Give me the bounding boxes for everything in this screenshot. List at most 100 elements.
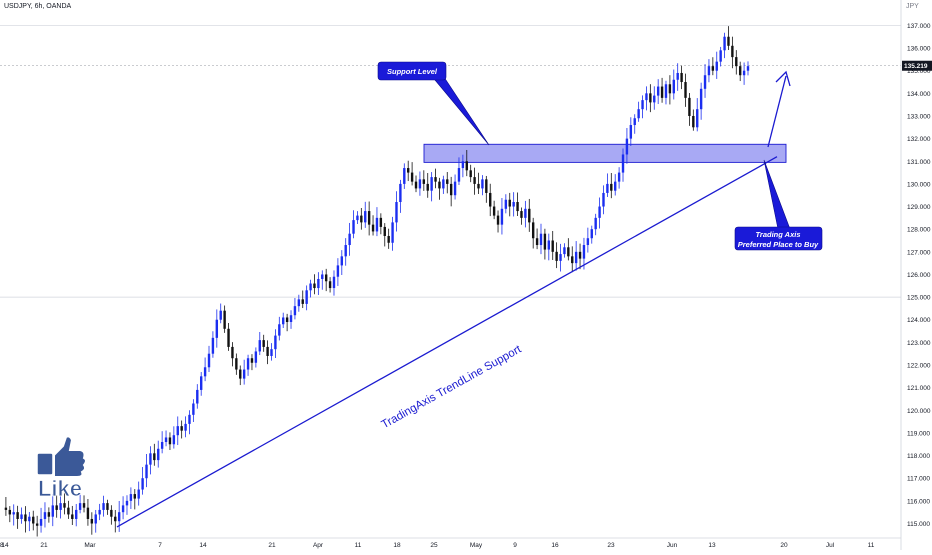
- candle-body: [711, 66, 715, 71]
- like-badge[interactable]: Like: [36, 435, 87, 501]
- x-tick-label: 20: [780, 542, 788, 549]
- y-tick-label: 120.000: [907, 408, 931, 415]
- candle-body: [352, 220, 355, 234]
- y-tick-label: 115.000: [907, 521, 930, 528]
- candle-body: [535, 238, 539, 246]
- candle-body: [32, 516, 35, 524]
- candle-body: [543, 233, 547, 250]
- candle-body: [121, 505, 125, 513]
- candle-body: [625, 138, 629, 155]
- candle-body: [528, 208, 531, 223]
- thumbs-up-icon: [53, 435, 87, 478]
- candle-body: [473, 177, 476, 184]
- candle-body: [324, 274, 328, 282]
- candle-body: [289, 315, 293, 323]
- candle-body: [157, 448, 160, 461]
- support-zone: [423, 143, 787, 163]
- candle-body: [520, 211, 523, 218]
- candle-body: [699, 88, 703, 110]
- y-tick-label: 119.000: [907, 430, 930, 437]
- candle-body: [137, 489, 140, 499]
- candle-body: [207, 353, 211, 368]
- candle-body: [278, 324, 281, 336]
- candle-body: [649, 93, 652, 103]
- candle-body: [180, 426, 183, 431]
- candle-body: [106, 503, 109, 510]
- candle-body: [610, 183, 613, 191]
- candle-body: [129, 494, 133, 501]
- candle-body: [94, 514, 97, 524]
- candle-body: [266, 346, 269, 356]
- trading-axis-callout-box: [734, 226, 823, 251]
- candle-body: [586, 238, 590, 246]
- x-tick-label: 23: [607, 542, 615, 549]
- candle-body: [172, 435, 176, 445]
- y-tick-label: 137.000: [907, 23, 931, 30]
- x-tick-label: 9: [513, 542, 517, 549]
- candle-body: [282, 317, 285, 325]
- candle-body: [28, 516, 31, 522]
- candle-body: [293, 306, 297, 316]
- candle-body: [239, 369, 242, 379]
- x-tick-label: 16: [551, 542, 559, 549]
- x-tick-label: 14: [1, 542, 9, 549]
- last-price-label: 135.219: [904, 63, 928, 70]
- candle-body: [422, 179, 426, 184]
- candle-body: [387, 235, 390, 243]
- y-tick-label: 130.000: [907, 181, 931, 188]
- candle-body: [12, 512, 15, 515]
- candle-body: [469, 170, 472, 178]
- candle-body: [55, 505, 58, 510]
- candle-body: [219, 310, 222, 320]
- candle-body: [211, 337, 215, 354]
- candle-body: [688, 97, 691, 116]
- candle-body: [621, 154, 625, 173]
- trading-axis-callout-pointer: [763, 159, 791, 230]
- x-tick-label: 7: [158, 542, 162, 549]
- candle-body: [633, 118, 636, 126]
- like-label: Like: [38, 476, 82, 501]
- candle-body: [578, 251, 582, 259]
- candle-body: [645, 93, 648, 101]
- candle-body: [168, 437, 172, 445]
- candle-body: [449, 183, 453, 196]
- candle-body: [35, 523, 39, 526]
- x-tick-label: 11: [355, 542, 362, 549]
- candle-body: [231, 346, 234, 359]
- y-tick-label: 129.000: [907, 204, 931, 211]
- x-tick-label: Jun: [667, 542, 678, 549]
- candle-body: [735, 57, 738, 67]
- candle-body: [98, 509, 101, 515]
- candle-body: [489, 192, 492, 207]
- candle-body: [86, 507, 90, 519]
- candle-body: [574, 251, 578, 264]
- candle-body: [453, 181, 457, 196]
- candle-body: [262, 340, 265, 347]
- chart-title: USDJPY, 6h, OANDA: [4, 3, 72, 10]
- candle-body: [254, 351, 258, 363]
- x-tick-label: 11: [868, 542, 875, 549]
- x-tick-label: 13: [708, 542, 716, 549]
- candle-body: [723, 36, 726, 51]
- x-tick-label: Apr: [313, 542, 324, 549]
- candle-body: [364, 211, 367, 223]
- candle-body: [203, 367, 207, 377]
- candle-body: [16, 512, 19, 519]
- candle-body: [637, 109, 640, 119]
- x-tick-label: Mar: [84, 542, 96, 549]
- candle-body: [4, 507, 8, 510]
- candle-body: [430, 177, 433, 191]
- candle-body: [43, 512, 47, 519]
- candle-body: [227, 328, 230, 347]
- candle-body: [406, 168, 410, 173]
- candle-body: [465, 161, 468, 171]
- candle-body: [703, 75, 707, 89]
- candle-body: [477, 183, 480, 189]
- candle-body: [598, 206, 601, 218]
- y-tick-label: 135.000: [907, 68, 931, 75]
- x-tick-label: May: [470, 542, 483, 549]
- candle-body: [309, 283, 312, 291]
- y-tick-label: 128.000: [907, 227, 931, 234]
- candle-body: [270, 349, 273, 356]
